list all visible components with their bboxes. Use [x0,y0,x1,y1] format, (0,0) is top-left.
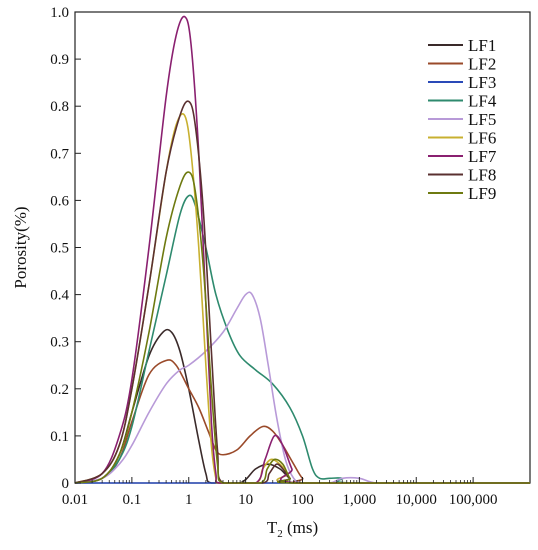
y-tick-label: 0.7 [50,146,69,162]
legend-label-lf7: LF7 [468,147,497,166]
y-tick-label: 0.8 [50,99,69,115]
legend-label-lf5: LF5 [468,110,496,129]
series-line-lf8 [74,100,530,484]
series-line-lf5 [74,291,530,484]
y-tick-label: 0.2 [50,382,69,398]
legend-label-lf8: LF8 [468,166,496,185]
x-axis-title: T2 (ms) [267,518,318,540]
x-tick-label: 100 [291,492,314,508]
x-tick-label: 0.01 [62,492,88,508]
y-tick-label: 0.5 [50,241,69,257]
x-tick-label: 100,000 [449,492,498,508]
y-axis-title: Porosity(%) [11,206,30,288]
legend-label-lf4: LF4 [468,92,497,111]
legend-label-lf2: LF2 [468,55,496,74]
x-tick-label: 10,000 [396,492,437,508]
x-axis-title-main: T [267,518,278,537]
y-tick-label: 0.4 [50,288,69,304]
x-tick-label: 1 [185,492,193,508]
x-axis-title-subscript: 2 [277,528,283,540]
y-tick-label: 0.9 [50,52,69,68]
legend-label-lf6: LF6 [468,129,496,148]
y-tick-label: 0.1 [50,429,69,445]
x-axis-title-unit: (ms) [283,518,318,537]
y-tick-label: 0.6 [50,193,69,209]
axis-layer: 0 0.1 0.2 0.3 0.4 0.5 0.6 0.7 0.8 0.9 1.0 0.01 0.1 1 1… [50,5,497,508]
x-tick-label: 1,000 [343,492,377,508]
y-tick-label: 0 [62,476,70,492]
legend-label-lf9: LF9 [468,184,496,203]
series-line-lf4 [74,194,530,484]
x-tick-label: 0.1 [123,492,142,508]
y-tick-label: 0.3 [50,335,69,351]
x-tick-label: 10 [238,492,253,508]
legend-label-lf3: LF3 [468,73,496,92]
series-layer [74,15,530,484]
y-tick-label: 1.0 [50,5,69,21]
legend-label-lf1: LF1 [468,36,496,55]
series-line-lf9 [74,171,530,484]
